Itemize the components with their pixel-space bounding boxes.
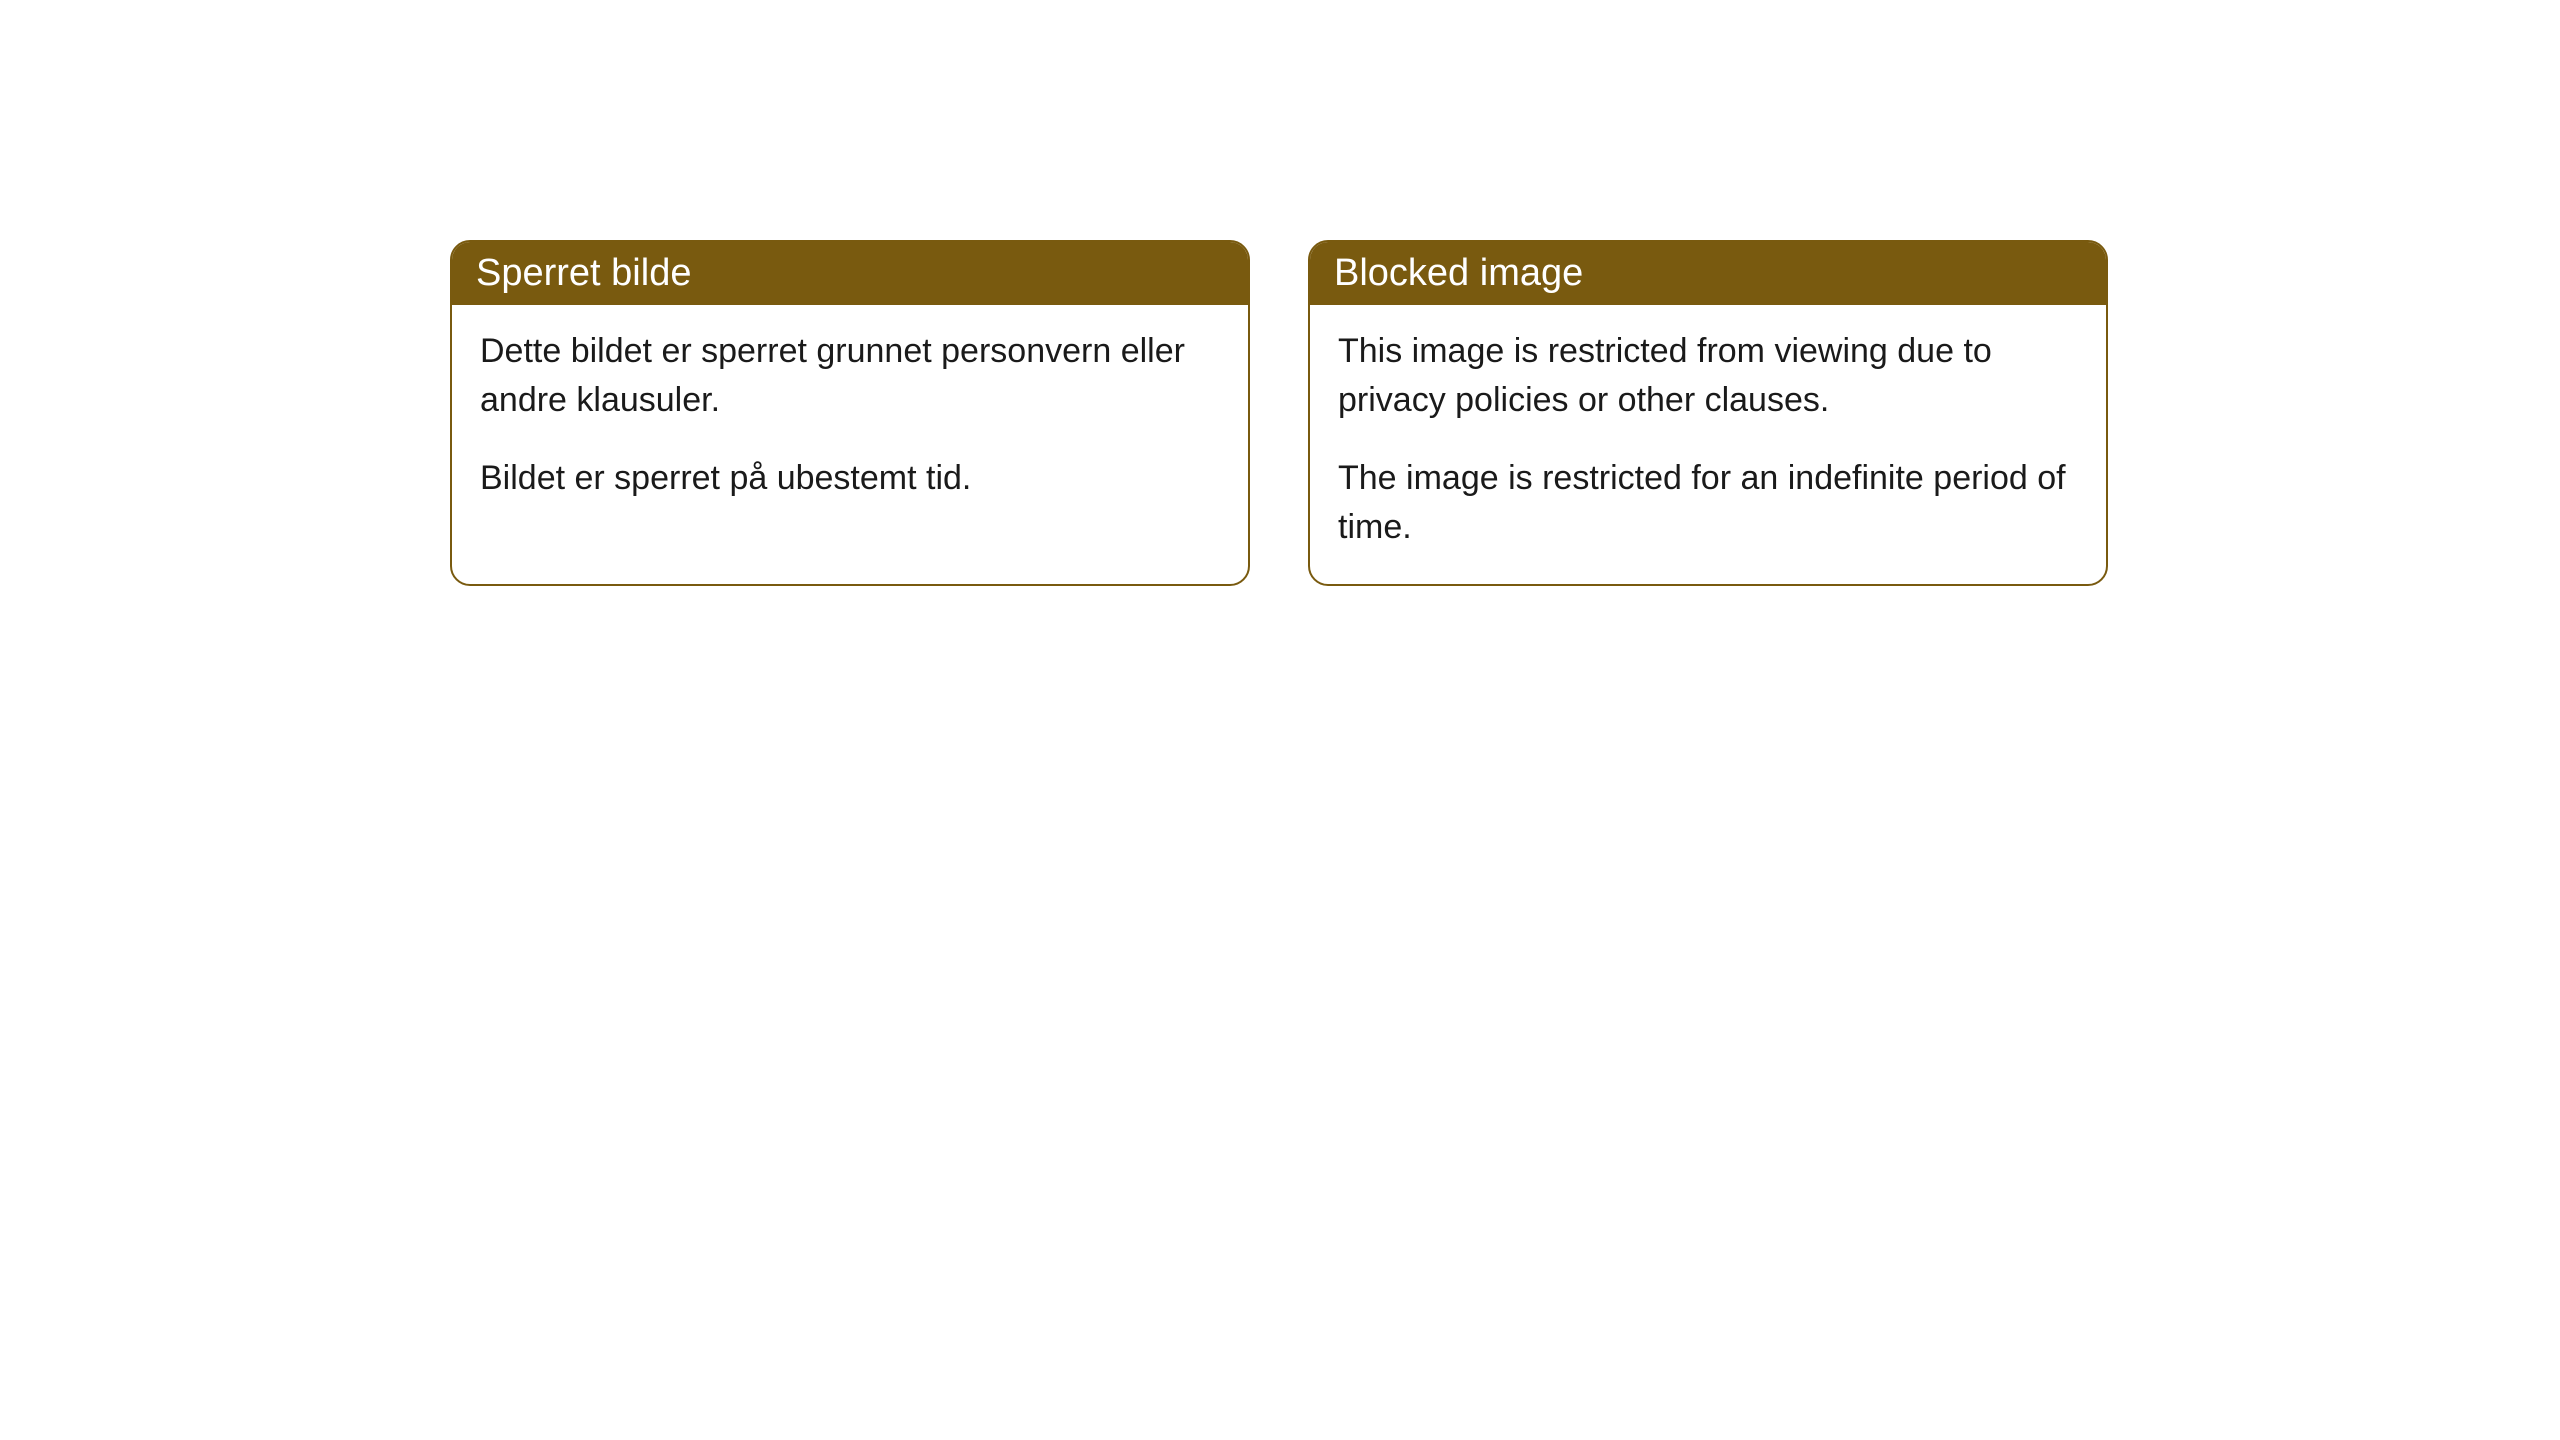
card-paragraph: Bildet er sperret på ubestemt tid. (480, 454, 1220, 503)
card-header: Sperret bilde (452, 242, 1248, 305)
notice-cards-container: Sperret bilde Dette bildet er sperret gr… (450, 240, 2110, 586)
card-header: Blocked image (1310, 242, 2106, 305)
card-title: Sperret bilde (476, 252, 691, 294)
card-title: Blocked image (1334, 252, 1583, 294)
card-paragraph: This image is restricted from viewing du… (1338, 327, 2078, 426)
card-body: Dette bildet er sperret grunnet personve… (452, 305, 1248, 535)
notice-card-english: Blocked image This image is restricted f… (1308, 240, 2108, 586)
card-body: This image is restricted from viewing du… (1310, 305, 2106, 584)
card-paragraph: Dette bildet er sperret grunnet personve… (480, 327, 1220, 426)
notice-card-norwegian: Sperret bilde Dette bildet er sperret gr… (450, 240, 1250, 586)
card-paragraph: The image is restricted for an indefinit… (1338, 454, 2078, 553)
